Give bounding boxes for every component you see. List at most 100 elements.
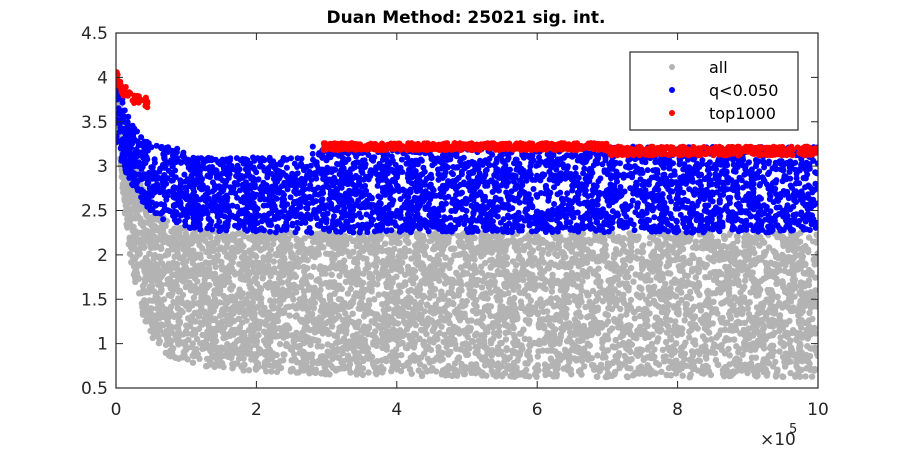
point-all — [148, 282, 156, 290]
point-all — [370, 280, 377, 287]
point-all — [722, 263, 729, 271]
point-all — [456, 330, 463, 337]
point-all — [567, 366, 574, 373]
point-all — [712, 306, 720, 313]
point-all — [785, 304, 792, 311]
point-all — [308, 310, 316, 318]
point-all — [173, 233, 180, 240]
point-all — [383, 346, 390, 353]
point-all — [170, 312, 178, 319]
point-all — [375, 291, 382, 298]
point-all — [554, 351, 561, 358]
point-all — [623, 328, 630, 336]
point-all — [298, 298, 305, 306]
point-all — [764, 369, 771, 377]
point-all — [575, 302, 582, 309]
point-all — [606, 299, 613, 306]
point-all — [678, 296, 685, 304]
point-all — [445, 371, 453, 379]
point-all — [593, 258, 601, 265]
point-all — [453, 270, 460, 277]
point-all — [148, 236, 156, 243]
point-all — [531, 286, 538, 293]
point-all — [535, 348, 542, 355]
point-all — [325, 283, 332, 290]
point-all — [191, 283, 198, 290]
point-all — [477, 339, 484, 346]
point-all — [175, 275, 182, 282]
point-all — [803, 365, 810, 372]
point-all — [473, 310, 480, 317]
point-all — [310, 263, 317, 270]
point-all — [726, 352, 733, 359]
point-all — [794, 365, 802, 372]
point-all — [751, 371, 759, 379]
point-all — [336, 272, 343, 280]
point-all — [447, 300, 454, 307]
point-all — [225, 269, 233, 276]
point-all — [589, 287, 597, 295]
point-all — [331, 332, 338, 339]
point-all — [373, 342, 380, 349]
point-all — [604, 312, 612, 319]
point-all — [149, 274, 157, 281]
point-all — [793, 372, 800, 379]
point-all — [370, 332, 377, 339]
point-all — [650, 297, 658, 304]
point-all — [175, 318, 182, 325]
point-all — [666, 285, 673, 293]
point-all — [702, 362, 710, 370]
point-all — [304, 317, 311, 325]
point-all — [497, 297, 504, 304]
point-all — [229, 259, 236, 266]
point-all — [229, 231, 236, 238]
point-all — [445, 289, 452, 296]
point-all — [130, 205, 138, 213]
point-all — [631, 308, 638, 316]
point-all — [228, 246, 235, 254]
point-all — [279, 279, 286, 286]
point-all — [593, 278, 600, 286]
point-all — [653, 274, 660, 281]
point-all — [322, 265, 329, 272]
point-all — [615, 290, 622, 297]
point-all — [416, 311, 423, 318]
point-all — [157, 244, 164, 252]
point-all — [521, 287, 529, 294]
point-all — [726, 291, 733, 299]
point-all — [321, 308, 328, 315]
point-all — [715, 361, 722, 369]
point-all — [565, 236, 573, 243]
point-all — [404, 360, 411, 368]
point-all — [417, 326, 425, 334]
point-all — [703, 355, 710, 362]
point-all — [769, 332, 777, 339]
point-all — [758, 254, 765, 261]
point-all — [497, 306, 504, 313]
point-all — [654, 253, 661, 260]
point-all — [360, 247, 367, 254]
point-all — [584, 273, 591, 280]
point-all — [714, 272, 721, 279]
point-all — [301, 254, 309, 262]
point-all — [144, 269, 151, 277]
point-all — [344, 290, 352, 297]
point-all — [281, 351, 288, 358]
point-all — [625, 287, 632, 294]
point-all — [430, 336, 437, 343]
point-all — [262, 240, 269, 247]
point-all — [531, 304, 539, 311]
point-all — [211, 270, 219, 278]
point-all — [503, 260, 511, 268]
point-all — [509, 303, 516, 310]
point-all — [443, 336, 451, 343]
point-all — [234, 337, 241, 345]
point-all — [409, 278, 416, 285]
point-all — [688, 322, 696, 330]
point-all — [186, 279, 193, 286]
point-all — [478, 263, 485, 270]
point-all — [193, 335, 201, 343]
point-all — [309, 238, 317, 246]
point-all — [189, 252, 197, 259]
point-all — [611, 318, 619, 325]
